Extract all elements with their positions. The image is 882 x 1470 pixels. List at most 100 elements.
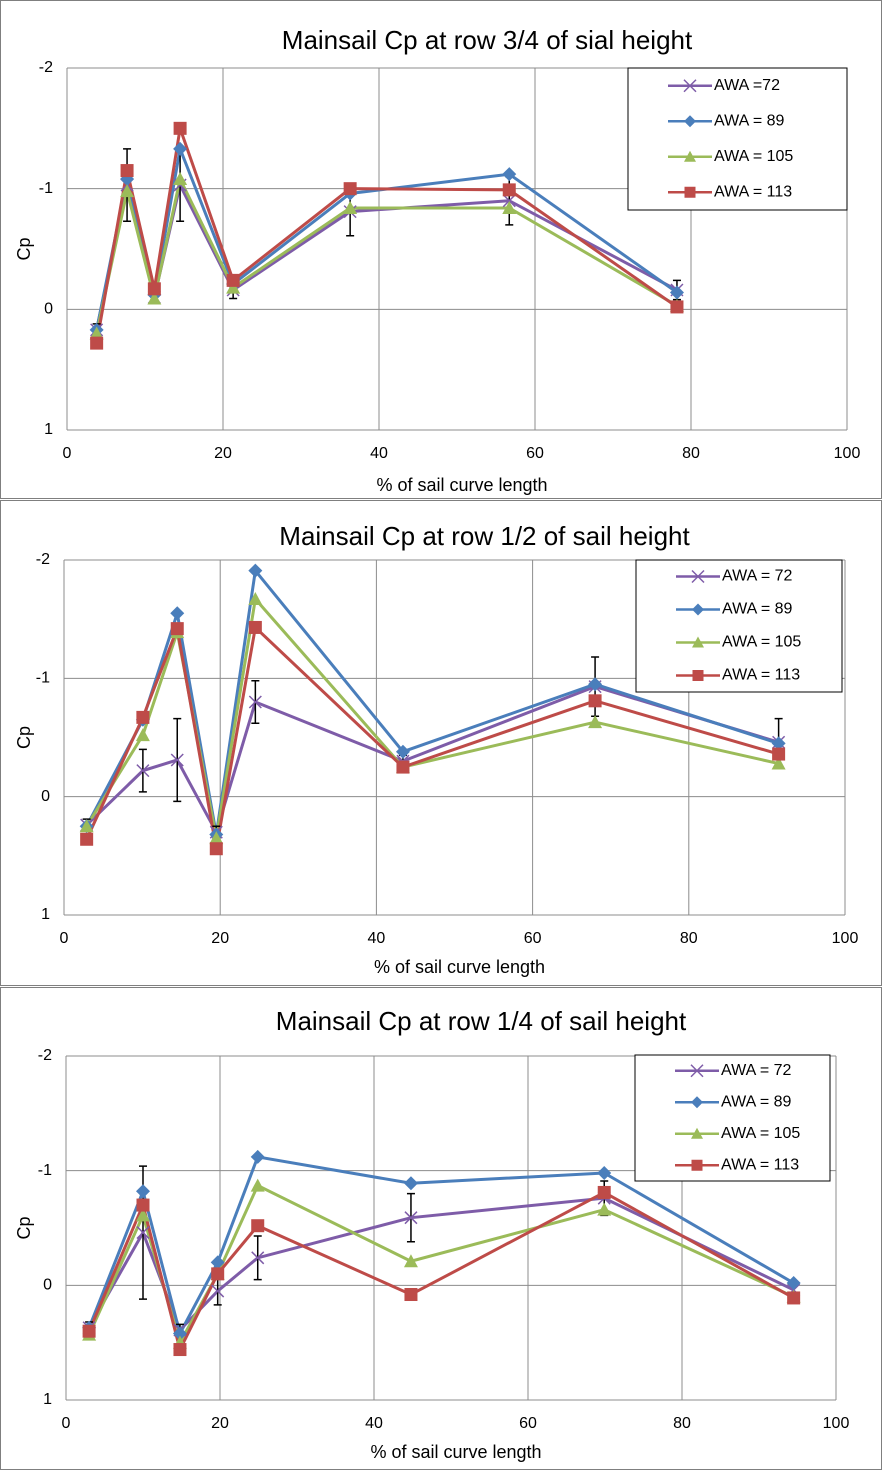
marker — [173, 172, 188, 186]
x-tick-label: 100 — [834, 445, 861, 462]
x-tick-label: 80 — [673, 1415, 691, 1432]
legend-label: AWA =72 — [714, 77, 780, 94]
series-line — [87, 1190, 795, 1354]
marker — [173, 121, 187, 135]
marker — [210, 1255, 225, 1270]
marker — [250, 1178, 265, 1192]
marker — [597, 1185, 611, 1199]
legend-marker — [692, 603, 704, 616]
marker — [404, 1211, 418, 1225]
marker — [147, 282, 161, 296]
series-line — [95, 143, 678, 331]
legend-label: AWA = 113 — [722, 667, 800, 684]
marker — [343, 200, 358, 214]
legend-label: AWA = 89 — [721, 1093, 792, 1110]
y-tick-label: -2 — [36, 551, 50, 568]
y-axis-label: Cp — [14, 1216, 34, 1239]
marker — [597, 1202, 612, 1216]
y-tick-label: 1 — [43, 1391, 52, 1408]
marker — [170, 606, 185, 621]
marker — [80, 832, 94, 846]
legend-marker — [683, 79, 697, 93]
legend-label: AWA = 113 — [714, 183, 792, 200]
marker — [251, 1219, 265, 1233]
x-tick-label: 20 — [211, 1415, 229, 1432]
marker — [771, 756, 786, 770]
x-tick-label: 40 — [370, 445, 388, 462]
y-tick-label: -2 — [39, 59, 53, 76]
marker — [172, 1326, 187, 1341]
marker — [136, 1208, 150, 1222]
x-axis-label: % of sail curve length — [374, 957, 545, 977]
y-tick-label: 1 — [44, 421, 53, 438]
marker — [170, 622, 184, 636]
chart-title: Mainsail Cp at row 1/4 of sail height — [276, 1006, 687, 1036]
marker — [120, 184, 135, 198]
marker — [120, 164, 134, 178]
y-tick-label: 0 — [43, 1277, 52, 1294]
marker — [588, 694, 602, 708]
series-line — [87, 1183, 795, 1347]
series-line — [87, 1196, 795, 1333]
marker — [670, 300, 684, 314]
x-tick-label: 60 — [519, 1415, 537, 1432]
legend-marker — [690, 1064, 704, 1078]
legend-marker — [691, 1127, 703, 1139]
marker — [588, 677, 603, 692]
marker — [136, 1198, 150, 1212]
marker — [343, 182, 357, 196]
x-tick-label: 60 — [524, 930, 542, 947]
marker — [136, 1184, 150, 1199]
marker — [404, 1288, 418, 1302]
legend-marker — [691, 1159, 703, 1171]
legend-label: AWA = 89 — [722, 601, 793, 618]
marker — [173, 1343, 187, 1357]
legend-label: AWA = 105 — [714, 148, 793, 165]
x-tick-label: 0 — [60, 930, 69, 947]
y-tick-label: -1 — [36, 670, 50, 687]
x-tick-label: 60 — [526, 445, 544, 462]
marker — [502, 183, 516, 197]
marker — [89, 326, 104, 340]
marker — [251, 1251, 265, 1265]
legend-marker — [692, 670, 704, 681]
legend-label: AWA = 113 — [721, 1156, 799, 1173]
marker — [79, 819, 94, 833]
y-tick-label: 1 — [41, 906, 50, 923]
legend-marker — [684, 115, 696, 128]
legend-label: AWA = 72 — [722, 568, 793, 585]
series-line — [87, 1155, 795, 1338]
series-line — [85, 685, 780, 837]
legend-marker — [692, 636, 704, 648]
legend-marker — [691, 569, 705, 584]
legend-label: AWA = 105 — [722, 634, 801, 651]
marker — [211, 1267, 225, 1281]
marker — [395, 744, 410, 759]
y-tick-label: 0 — [41, 788, 50, 805]
marker — [226, 280, 241, 294]
x-tick-label: 100 — [823, 1415, 850, 1432]
y-tick-label: -1 — [38, 1162, 52, 1179]
legend — [634, 1054, 831, 1182]
series-line — [85, 623, 780, 849]
x-tick-label: 80 — [680, 930, 698, 947]
x-tick-label: 80 — [682, 445, 700, 462]
y-axis-label: Cp — [14, 237, 34, 260]
x-tick-label: 0 — [63, 445, 72, 462]
marker — [772, 747, 786, 761]
legend — [627, 67, 848, 211]
x-tick-label: 20 — [214, 445, 232, 462]
marker — [248, 695, 262, 709]
x-axis-label: % of sail curve length — [376, 475, 547, 495]
marker — [173, 141, 188, 156]
marker — [147, 291, 162, 305]
marker — [248, 620, 262, 634]
marker — [248, 592, 263, 606]
chart-title: Mainsail Cp at row 1/2 of sail height — [279, 521, 690, 551]
marker — [90, 336, 104, 350]
